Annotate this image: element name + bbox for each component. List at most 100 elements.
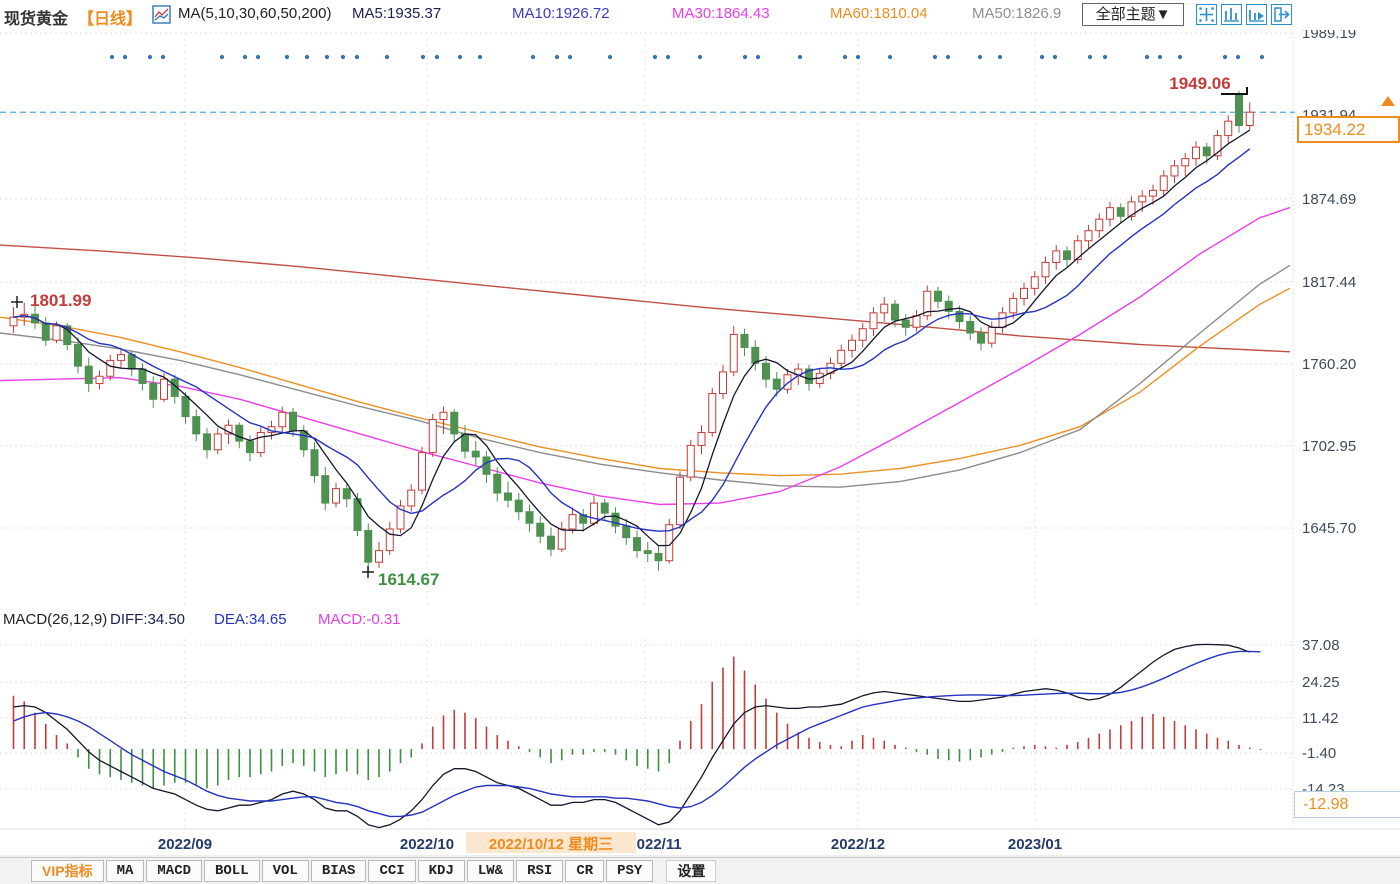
candle-body [547,535,555,550]
candle-body [192,416,201,435]
marker-dot [755,54,761,60]
tab-vol[interactable]: VOL [261,860,309,882]
selected-date-label: 2022/10/12 星期三 [489,835,613,853]
tab-ma[interactable]: MA [105,860,145,882]
candle-body [557,528,566,550]
marker-dot [434,54,440,60]
candle-body [149,382,158,400]
candle-body [643,550,652,555]
candle-body [987,326,996,344]
candle-body [1095,218,1104,232]
candle-body [1192,146,1200,160]
histogram-view-button[interactable] [1221,4,1242,25]
tab-psy[interactable]: PSY [606,860,654,882]
candle-body [127,354,136,370]
chart-forward-button[interactable] [1246,4,1267,25]
tab-vip-indicators[interactable]: VIP指标 [31,860,104,882]
candle-body [514,499,523,513]
marker-dot [242,54,248,60]
selected-date-highlight [466,832,636,853]
candle-body [600,502,609,514]
marker-dot [324,54,330,60]
date-axis-label: 2023/01 [1008,836,1062,853]
date-axis-label: 2022/11 [628,836,681,853]
crosshair-tool-button[interactable] [1196,4,1217,25]
marker-dot [554,54,560,60]
macd-axis-label: 37.08 [1302,637,1340,654]
candle-body [805,368,813,384]
marker-dot [1102,54,1108,60]
marker-dot [665,54,671,60]
candle-body [203,433,211,451]
candle-body [74,344,82,367]
macd-value-label: MACD:-0.31 [318,611,401,628]
candle-body [686,444,695,478]
date-axis-label: 2022/12 [831,836,885,853]
candle-body [1202,146,1211,157]
theme-dropdown[interactable]: 全部主题▼ [1082,3,1184,26]
marker-dot [109,54,115,60]
candle-body [235,424,244,442]
tab-cci[interactable]: CCI [368,860,416,882]
marker-dot [1039,54,1045,60]
candle-body [375,550,383,563]
candle-body [246,440,254,454]
candle-body [955,310,964,322]
candle-body [568,514,577,530]
candle-body [63,325,72,346]
tab-bias[interactable]: BIAS [310,860,367,882]
price-axis-label: 1817.44 [1302,274,1356,291]
tab-lwr[interactable]: LW& [466,860,515,882]
marker-dot [932,54,938,60]
price-axis-label: 1645.70 [1302,520,1356,537]
candle-body [1213,135,1222,157]
ma5-line [13,129,1251,547]
macd-diff-label: DIFF:34.50 [110,611,186,628]
candle-body [611,512,620,527]
marker-dot [945,54,951,60]
candle-body [84,365,93,384]
exit-chart-button[interactable] [1271,4,1292,25]
marker-dot [1177,54,1183,60]
marker-dot [1087,54,1093,60]
tab-settings[interactable]: 设置 [666,860,717,882]
candle-body [998,312,1007,328]
marker-dot [457,54,463,60]
candle-body [256,431,265,454]
marker-dot [1222,54,1228,60]
macd-axis-label: 24.25 [1302,674,1340,691]
date-axis-label: 2022/09 [158,836,212,853]
marker-dot [855,54,861,60]
tab-macd[interactable]: MACD [146,860,202,882]
candle-body [396,505,405,530]
candle-body [52,325,61,341]
marker-dot [304,54,310,60]
ma5-value-label: MA5:1935.37 [352,5,442,22]
candle-body [461,433,469,452]
candle-body [719,371,727,395]
tab-cr[interactable]: CR [565,860,605,882]
tab-kdj[interactable]: KDJ [417,860,465,882]
marker-dot [997,54,1003,60]
marker-dot [1052,54,1058,60]
price-axis-label: 1874.69 [1302,191,1356,208]
tab-boll[interactable]: BOLL [204,860,260,882]
ma-params-label: MA(5,10,30,60,50,200) [178,5,332,22]
candle-body [450,411,459,435]
candle-body [848,339,856,351]
price-axis-label: 1760.20 [1302,356,1356,373]
candle-body [977,332,985,344]
candle-body [1138,195,1147,203]
main-chart: 1801.991949.061614.671989.191931.941874.… [0,30,1400,857]
candle-body [364,529,373,563]
candle-body [1009,297,1018,314]
tab-rsi[interactable]: RSI [516,860,564,882]
marker-dot [477,54,483,60]
macd-current-value-box: -12.98 [1294,791,1400,818]
candle-body [869,312,878,330]
candle-body [213,433,222,451]
candle-body [772,378,781,390]
candle-body [117,354,125,361]
candle-body [633,537,641,552]
